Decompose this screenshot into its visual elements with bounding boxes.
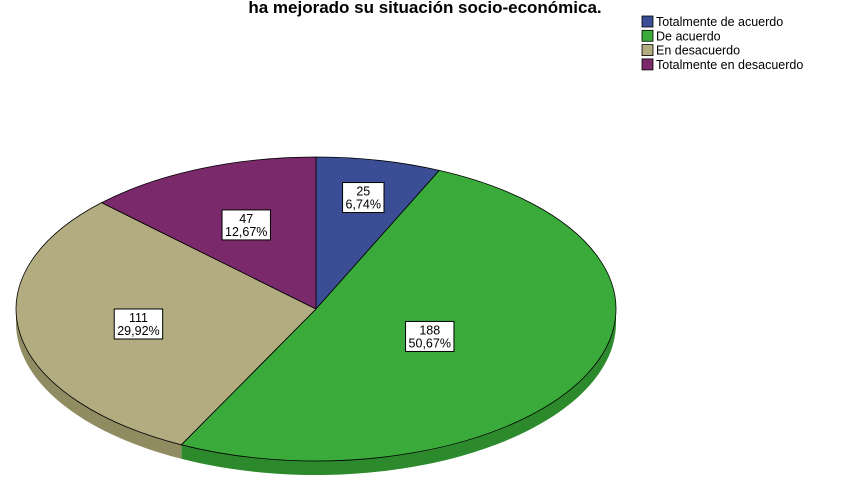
legend-swatch-totalmente-de-acuerdo <box>641 15 654 28</box>
pie-side-de-acuerdo <box>181 309 616 475</box>
legend-swatch-de-acuerdo <box>641 29 654 42</box>
data-label-box <box>221 209 271 241</box>
data-label-value: 47 <box>239 212 253 226</box>
data-label-value: 111 <box>129 311 148 325</box>
data-label-box <box>342 182 385 214</box>
data-label-value: 188 <box>419 323 440 337</box>
legend-label-en-desacuerdo: En desacuerdo <box>656 44 740 58</box>
legend-swatch-totalmente-en-desacuerdo <box>641 58 654 71</box>
pie-sides <box>16 309 616 475</box>
chart-title: ha mejorado su situación socio-económica… <box>248 0 601 17</box>
pie-slice-totalmente-en-desacuerdo <box>100 156 317 310</box>
legend-label-totalmente-de-acuerdo: Totalmente de acuerdo <box>656 15 783 29</box>
data-label-box <box>405 320 455 352</box>
data-label-totalmente-de-acuerdo: 256,74% <box>342 182 385 214</box>
data-label-percent: 50,67% <box>409 336 451 350</box>
data-label-value: 25 <box>356 185 370 199</box>
data-label-percent: 29,92% <box>117 324 159 338</box>
pie-slices <box>15 156 617 462</box>
pie-slice-de-acuerdo <box>180 169 617 462</box>
pie-slice-en-desacuerdo <box>15 202 317 446</box>
legend-label-de-acuerdo: De acuerdo <box>656 29 721 43</box>
data-label-percent: 6,74% <box>346 198 381 212</box>
data-label-box <box>113 308 164 340</box>
data-label-percent: 12,67% <box>225 225 267 239</box>
legend-label-totalmente-en-desacuerdo: Totalmente en desacuerdo <box>656 58 803 72</box>
pie-side-en-desacuerdo <box>16 309 182 459</box>
legend-swatch-en-desacuerdo <box>641 44 654 56</box>
